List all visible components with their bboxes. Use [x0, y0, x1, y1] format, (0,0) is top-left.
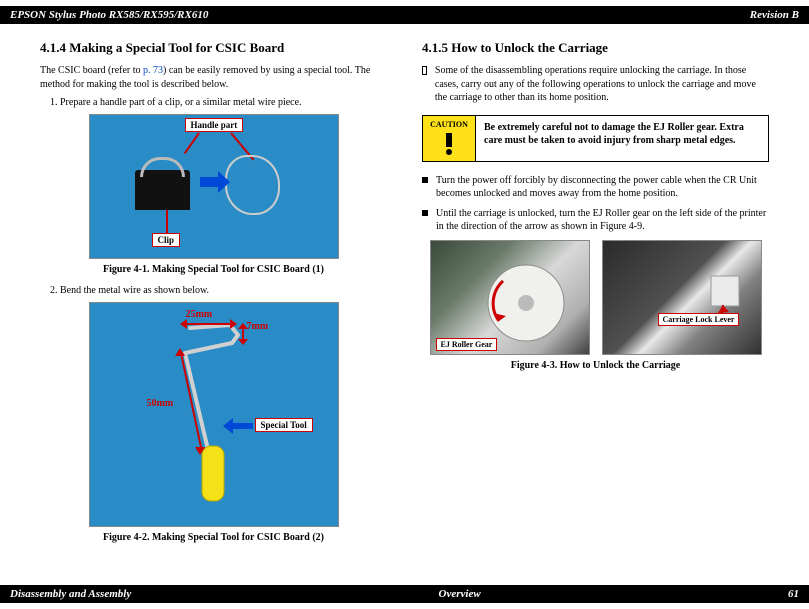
intro-text: Some of the disassembling operations req… — [435, 64, 769, 105]
intro-paragraph: The CSIC board (refer to p. 73) can be e… — [40, 64, 387, 91]
bullet-list: Turn the power off forcibly by disconnec… — [422, 174, 769, 234]
dim-50mm: 50mm — [147, 398, 174, 409]
header-bar: EPSON Stylus Photo RX585/RX595/RX610 Rev… — [0, 6, 809, 24]
footer-left: Disassembly and Assembly — [10, 588, 131, 600]
footer-right: 61 — [788, 588, 799, 600]
footer-bar: Disassembly and Assembly Overview 61 — [0, 585, 809, 603]
footer-center: Overview — [439, 588, 481, 600]
page-link-73[interactable]: p. 73 — [143, 65, 163, 76]
callout-ej-roller-gear: EJ Roller Gear — [436, 338, 498, 351]
figure-4-1: Handle part Clip — [89, 114, 339, 259]
caution-text: Be extremely careful not to damage the E… — [475, 116, 768, 161]
callout-handle-part: Handle part — [185, 118, 244, 132]
bullet-icon — [422, 210, 428, 216]
step-2: Bend the metal wire as shown below. — [60, 285, 387, 296]
caution-box: CAUTION Be extremely careful not to dama… — [422, 115, 769, 162]
section-heading-415: 4.1.5 How to Unlock the Carriage — [422, 40, 769, 56]
figure-4-2: 25mm 7mm 50mm Special Tool — [89, 302, 339, 527]
left-column: 4.1.4 Making a Special Tool for CSIC Boa… — [30, 30, 397, 579]
photo-ej-roller: EJ Roller Gear — [430, 240, 590, 355]
right-column: 4.1.5 How to Unlock the Carriage Some of… — [412, 30, 779, 579]
figure-4-1-caption: Figure 4-1. Making Special Tool for CSIC… — [40, 264, 387, 275]
page-body: 4.1.4 Making a Special Tool for CSIC Boa… — [0, 30, 809, 579]
caution-icon: CAUTION — [423, 116, 475, 161]
dim-25mm: 25mm — [186, 309, 213, 320]
checkbox-icon — [422, 66, 427, 75]
callout-carriage-lock-lever: Carriage Lock Lever — [658, 313, 740, 326]
callout-special-tool: Special Tool — [255, 418, 313, 432]
figure-4-3: EJ Roller Gear Carriage Lock Lever — [422, 240, 769, 355]
section-heading-414: 4.1.4 Making a Special Tool for CSIC Boa… — [40, 40, 387, 56]
header-left: EPSON Stylus Photo RX585/RX595/RX610 — [10, 9, 208, 21]
photo-carriage-lock: Carriage Lock Lever — [602, 240, 762, 355]
dim-7mm: 7mm — [247, 321, 269, 332]
header-right: Revision B — [750, 9, 799, 21]
step-1: Prepare a handle part of a clip, or a si… — [60, 97, 387, 108]
callout-clip: Clip — [152, 233, 181, 247]
bullet-icon — [422, 177, 428, 183]
bullet-2: Until the carriage is unlocked, turn the… — [436, 207, 769, 234]
figure-4-2-caption: Figure 4-2. Making Special Tool for CSIC… — [40, 532, 387, 543]
bullet-1: Turn the power off forcibly by disconnec… — [436, 174, 769, 201]
figure-4-3-caption: Figure 4-3. How to Unlock the Carriage — [422, 360, 769, 371]
